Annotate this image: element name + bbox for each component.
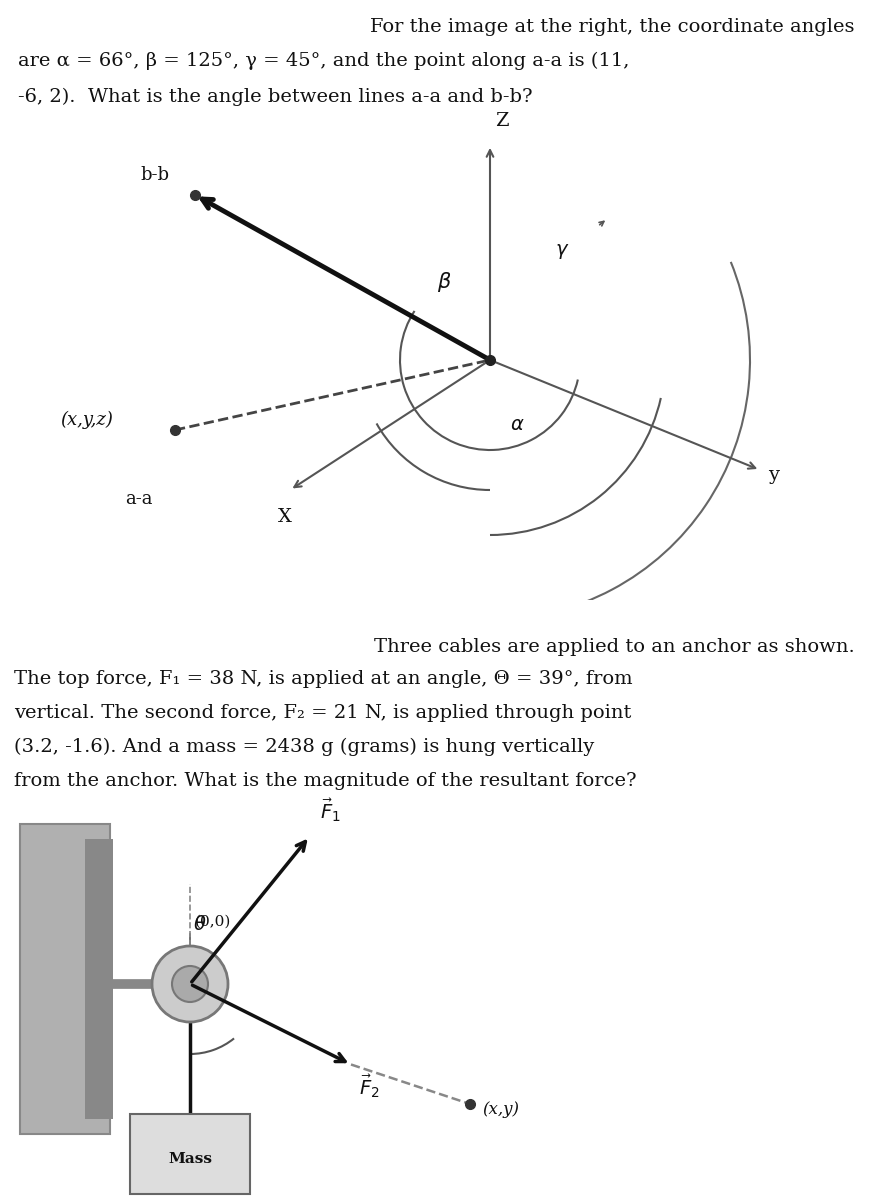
- Circle shape: [172, 966, 208, 1002]
- Text: X: X: [278, 508, 292, 526]
- Text: y: y: [768, 466, 779, 484]
- Text: -6, 2).  What is the angle between lines a-a and b-b?: -6, 2). What is the angle between lines …: [18, 88, 532, 107]
- Text: $\alpha$: $\alpha$: [510, 415, 524, 433]
- Circle shape: [152, 946, 228, 1022]
- Text: $\beta$: $\beta$: [437, 270, 452, 294]
- Text: For the image at the right, the coordinate angles: For the image at the right, the coordina…: [371, 18, 855, 36]
- Text: $\gamma$: $\gamma$: [555, 242, 569, 262]
- Text: Z: Z: [495, 112, 509, 130]
- Text: Mass: Mass: [168, 1152, 212, 1166]
- Bar: [130, 1114, 250, 1194]
- Bar: [20, 824, 110, 1134]
- Text: (x,y,z): (x,y,z): [60, 410, 113, 430]
- Text: are α = 66°, β = 125°, γ = 45°, and the point along a-a is (11,: are α = 66°, β = 125°, γ = 45°, and the …: [18, 52, 629, 71]
- Text: from the anchor. What is the magnitude of the resultant force?: from the anchor. What is the magnitude o…: [14, 772, 636, 790]
- Text: (3.2, -1.6). And a mass = 2438 g (grams) is hung vertically: (3.2, -1.6). And a mass = 2438 g (grams)…: [14, 738, 594, 756]
- Text: Three cables are applied to an anchor as shown.: Three cables are applied to an anchor as…: [374, 638, 855, 656]
- Text: vertical. The second force, F₂ = 21 N, is applied through point: vertical. The second force, F₂ = 21 N, i…: [14, 704, 631, 722]
- Bar: [85, 839, 113, 1118]
- Text: (x,y): (x,y): [482, 1100, 519, 1117]
- Text: $\theta$: $\theta$: [193, 916, 206, 935]
- Text: (0,0): (0,0): [195, 914, 232, 929]
- Text: The top force, F₁ = 38 N, is applied at an angle, Θ = 39°, from: The top force, F₁ = 38 N, is applied at …: [14, 670, 633, 688]
- Text: $\vec{F}_2$: $\vec{F}_2$: [359, 1073, 379, 1100]
- Text: a-a: a-a: [125, 490, 152, 508]
- Text: $\vec{F}_1$: $\vec{F}_1$: [320, 797, 340, 824]
- Text: b-b: b-b: [140, 166, 169, 184]
